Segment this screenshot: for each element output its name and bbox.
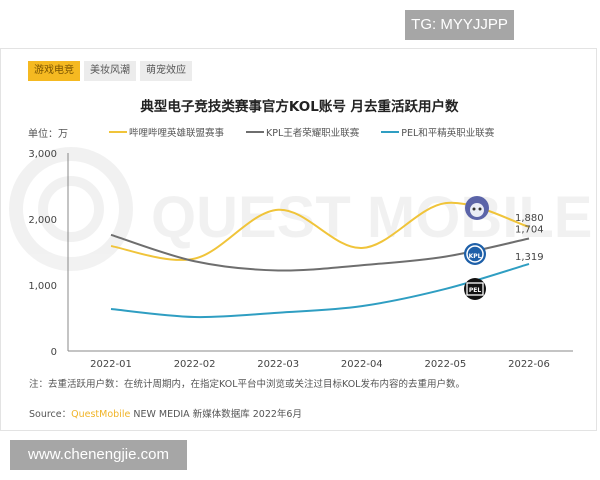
site-watermark: www.chenengjie.com	[10, 440, 187, 470]
x-tick-label: 2022-05	[425, 359, 467, 370]
legend-label: 哔哩哔哩英雄联盟赛事	[129, 128, 225, 139]
end-value-label: 1,319	[515, 252, 544, 263]
legend-item-lol: 哔哩哔哩英雄联盟赛事	[109, 125, 224, 139]
svg-text:PEL: PEL	[469, 287, 481, 294]
pel-team-logo-icon: PEL	[464, 278, 486, 300]
tg-watermark: TG: MYYJJPP	[405, 10, 514, 40]
legend-item-pel: PEL和平精英职业联赛	[381, 125, 494, 139]
footnote: 注：去重活跃用户数：在统计周期内，在指定KOL平台中浏览或关注过目标KOL发布内…	[29, 379, 465, 390]
end-value-label: 1,704	[515, 225, 544, 236]
x-tick-label: 2022-03	[257, 359, 299, 370]
source-prefix: Source：	[29, 409, 72, 420]
category-tabs: 游戏电竞 美妆风潮 萌宠效应	[28, 61, 192, 81]
legend-item-kpl: KPL王者荣耀职业联赛	[246, 125, 359, 139]
legend-swatch-lol	[109, 131, 127, 133]
source-brand: QuestMobile	[71, 409, 131, 420]
x-tick-labels: 2022-01 2022-02 2022-03 2022-04 2022-05 2022-…	[90, 359, 550, 370]
y-tick-label: 0	[51, 347, 57, 358]
legend-label: KPL王者荣耀职业联赛	[266, 128, 360, 139]
series-line	[110, 233, 530, 272]
series-lines	[110, 201, 530, 319]
x-tick-label: 2022-01	[90, 359, 132, 370]
questmobile-watermark: QUEST MOBILE	[9, 147, 592, 271]
kpl-team-logo-icon: KPL	[464, 243, 486, 265]
svg-text:QUEST MOBILE: QUEST MOBILE	[151, 185, 592, 250]
x-tick-label: 2022-06	[508, 359, 550, 370]
lol-team-logo-icon	[465, 196, 489, 220]
chart-title: 典型电子竞技类赛事官方KOL账号 月去重活跃用户数	[140, 99, 459, 115]
x-tick-label: 2022-02	[174, 359, 216, 370]
series-line	[110, 201, 530, 261]
y-tick-label: 3,000	[28, 149, 57, 160]
tab-gaming-esports[interactable]: 游戏电竞	[28, 61, 80, 81]
unit-label: 单位：万	[28, 129, 68, 140]
tab-cute-pet[interactable]: 萌宠效应	[140, 61, 192, 81]
legend-label: PEL和平精英职业联赛	[401, 128, 495, 139]
y-tick-label: 2,000	[28, 215, 57, 226]
svg-text:KPL: KPL	[469, 253, 482, 260]
series-line	[110, 262, 530, 319]
y-tick-labels: 0 1,000 2,000 3,000	[28, 149, 57, 358]
chart-card: 游戏电竞 美妆风潮 萌宠效应 典型电子竞技类赛事官方KOL账号 月去重活跃用户数…	[0, 48, 597, 431]
chart-legend: 哔哩哔哩英雄联盟赛事 KPL王者荣耀职业联赛 PEL和平精英职业联赛	[109, 125, 494, 139]
tab-beauty-trend[interactable]: 美妆风潮	[84, 61, 136, 81]
source-rest: NEW MEDIA 新媒体数据库 2022年6月	[130, 409, 302, 420]
legend-swatch-kpl	[246, 131, 265, 133]
x-tick-label: 2022-04	[341, 359, 383, 370]
legend-swatch-pel	[381, 131, 400, 133]
end-value-label: 1,880	[515, 213, 544, 224]
source-line: Source：QuestMobile NEW MEDIA 新媒体数据库 2022…	[29, 406, 302, 420]
y-tick-label: 1,000	[28, 281, 57, 292]
